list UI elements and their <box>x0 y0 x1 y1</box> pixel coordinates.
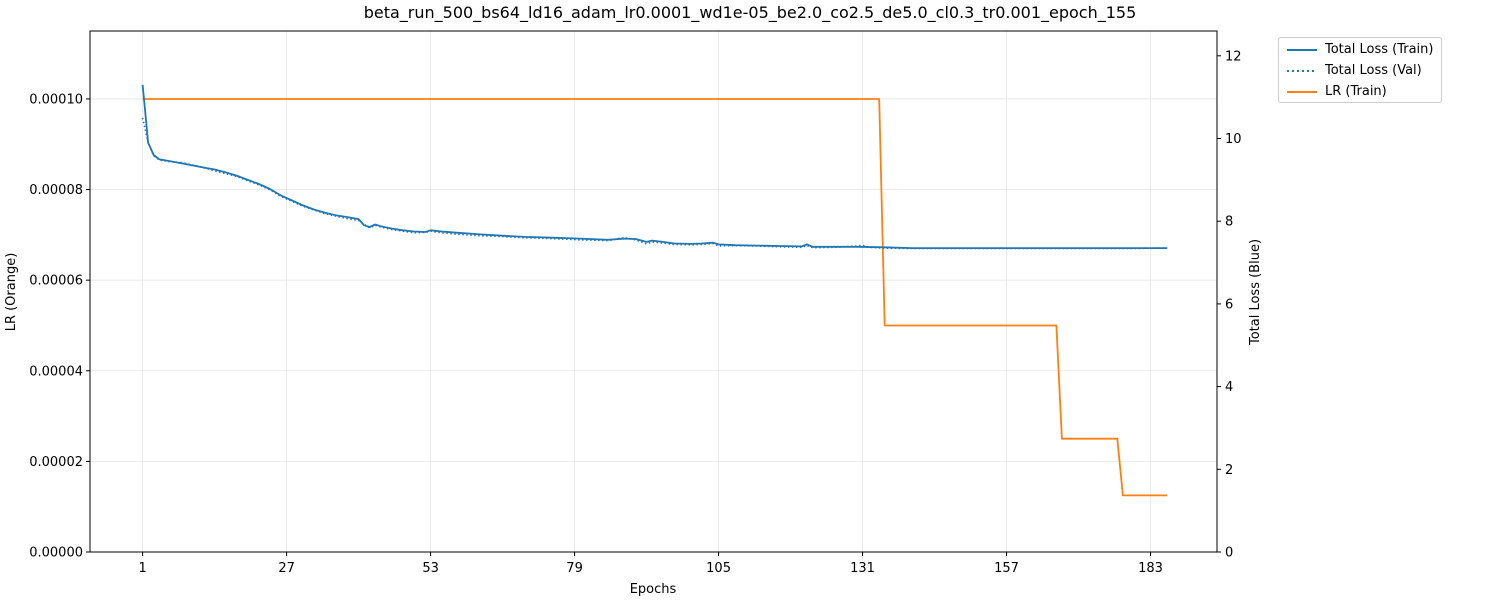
legend-item-lr-train: LR (Train) <box>1279 82 1443 102</box>
legend-label: Total Loss (Val) <box>1325 63 1422 78</box>
x-tick-label: 27 <box>278 561 295 576</box>
y-left-tick-label: 0.00008 <box>29 183 83 198</box>
y-right-tick-label: 8 <box>1225 215 1233 230</box>
series-layer <box>141 84 1168 497</box>
series-total-loss-val <box>141 117 1168 250</box>
x-axis-label: Epochs <box>630 582 677 597</box>
y-right-tick-label: 0 <box>1225 546 1233 561</box>
y-right-tick-label: 12 <box>1225 49 1242 64</box>
x-axis: 1 27 53 79 105 131 157 183 <box>138 552 1163 576</box>
y-axis-left: 0.00000 0.00002 0.00004 0.00006 0.00008 0.000… <box>29 92 90 561</box>
y-axis-left-label: LR (Orange) <box>4 253 19 332</box>
legend-label: LR (Train) <box>1325 84 1387 99</box>
y-left-tick-label: 0.00002 <box>29 455 83 470</box>
y-left-tick-label: 0.00000 <box>29 546 83 561</box>
chart-title: beta_run_500_bs64_ld16_adam_lr0.0001_wd1… <box>364 3 1137 23</box>
y-axis-right: 0 2 4 6 8 10 12 <box>1217 49 1242 561</box>
x-tick-label: 131 <box>850 561 875 576</box>
y-right-tick-label: 6 <box>1225 297 1233 312</box>
x-tick-label: 1 <box>138 561 146 576</box>
y-left-tick-label: 0.00006 <box>29 274 83 289</box>
x-tick-label: 183 <box>1138 561 1163 576</box>
series-lr-train <box>142 98 1168 497</box>
y-right-tick-label: 10 <box>1225 132 1242 147</box>
grid <box>90 31 1217 553</box>
x-tick-label: 157 <box>994 561 1019 576</box>
y-axis-right-label: Total Loss (Blue) <box>1248 239 1263 346</box>
legend: Total Loss (Train) Total Loss (Val) LR (… <box>1278 37 1442 103</box>
legend-item-loss-val: Total Loss (Val) <box>1279 61 1443 81</box>
legend-swatch-dotted-blue <box>1287 70 1317 72</box>
legend-label: Total Loss (Train) <box>1325 42 1434 57</box>
y-left-tick-label: 0.00010 <box>29 92 83 107</box>
plot-frame <box>89 30 1218 553</box>
legend-swatch-solid-orange <box>1287 91 1317 93</box>
x-tick-label: 105 <box>706 561 731 576</box>
y-left-tick-label: 0.00004 <box>29 364 83 379</box>
y-right-tick-label: 4 <box>1225 380 1233 395</box>
series-total-loss-train <box>141 84 1168 250</box>
x-tick-label: 53 <box>422 561 439 576</box>
x-tick-label: 79 <box>566 561 583 576</box>
legend-swatch-solid-blue <box>1287 49 1317 51</box>
y-right-tick-label: 2 <box>1225 463 1233 478</box>
legend-item-loss-train: Total Loss (Train) <box>1279 40 1443 60</box>
